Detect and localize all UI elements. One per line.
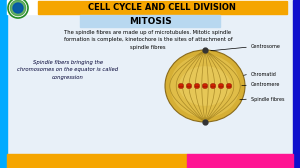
- Ellipse shape: [179, 66, 231, 106]
- Ellipse shape: [202, 85, 208, 89]
- Text: CELL CYCLE AND CELL DIVISION: CELL CYCLE AND CELL DIVISION: [88, 3, 236, 12]
- Bar: [7, 154, 187, 168]
- Text: Centrosome: Centrosome: [251, 45, 281, 50]
- Bar: [187, 154, 293, 168]
- Bar: [0, 0, 7, 168]
- Ellipse shape: [187, 85, 191, 89]
- Text: Centromere: Centromere: [251, 82, 280, 88]
- Bar: [293, 0, 300, 168]
- Ellipse shape: [187, 83, 191, 87]
- Ellipse shape: [211, 85, 215, 89]
- Bar: [80, 15, 220, 27]
- Circle shape: [10, 0, 26, 16]
- Ellipse shape: [218, 83, 224, 87]
- Ellipse shape: [194, 85, 200, 89]
- Ellipse shape: [194, 83, 200, 87]
- Ellipse shape: [218, 85, 224, 89]
- Ellipse shape: [178, 85, 184, 89]
- Ellipse shape: [165, 50, 245, 122]
- Circle shape: [13, 3, 23, 13]
- Ellipse shape: [226, 83, 232, 87]
- Ellipse shape: [170, 54, 240, 117]
- Text: The spindle fibres are made up of microtubules. Mitotic spindle
formation is com: The spindle fibres are made up of microt…: [64, 30, 232, 50]
- Ellipse shape: [211, 83, 215, 87]
- Ellipse shape: [202, 83, 208, 87]
- Ellipse shape: [178, 83, 184, 87]
- Bar: [7, 0, 287, 14]
- Ellipse shape: [226, 85, 232, 89]
- Circle shape: [8, 0, 28, 18]
- Text: MITOSIS: MITOSIS: [129, 16, 171, 26]
- Bar: [38, 1, 287, 14]
- Text: Spindle fibres: Spindle fibres: [251, 96, 284, 101]
- Text: Spindle fibers bringing the
chromosomes on the equator is called
congression: Spindle fibers bringing the chromosomes …: [17, 60, 119, 80]
- Text: Chromatid: Chromatid: [251, 72, 277, 76]
